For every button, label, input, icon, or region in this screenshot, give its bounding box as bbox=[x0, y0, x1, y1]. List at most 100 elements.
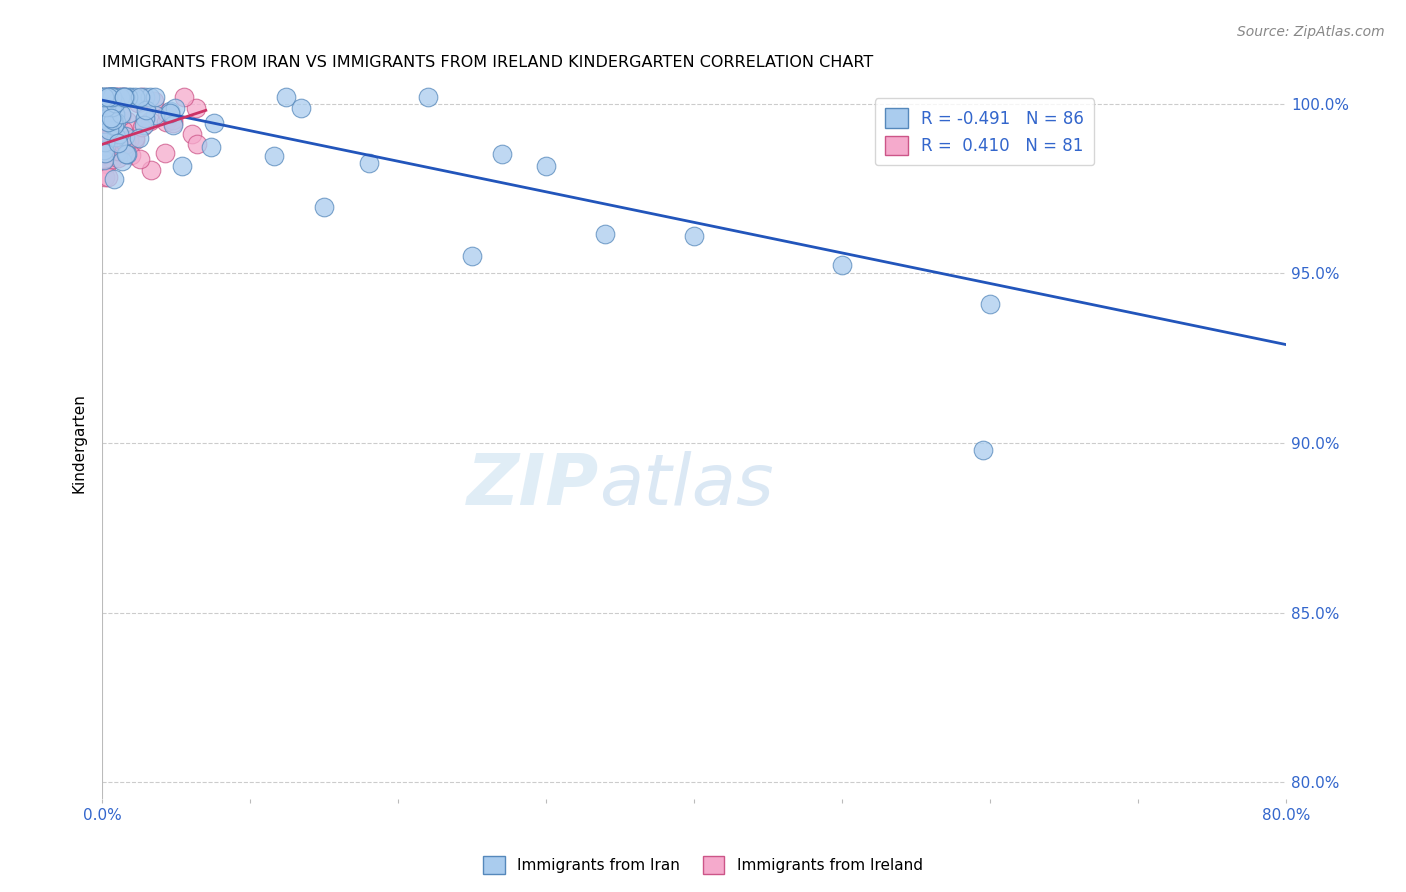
Point bbox=[114, 129, 136, 144]
Point bbox=[103, 119, 125, 133]
Point bbox=[93, 111, 115, 125]
Point bbox=[94, 169, 117, 184]
Point bbox=[104, 127, 127, 141]
Point bbox=[98, 107, 121, 121]
Point bbox=[93, 117, 115, 131]
Point bbox=[96, 156, 118, 170]
Point bbox=[107, 127, 129, 141]
Text: atlas: atlas bbox=[599, 451, 775, 520]
Point bbox=[162, 116, 184, 130]
Point bbox=[94, 148, 117, 162]
Point bbox=[118, 106, 141, 120]
Point bbox=[200, 140, 222, 154]
Point bbox=[135, 103, 157, 117]
Point bbox=[103, 172, 125, 186]
Point bbox=[100, 100, 122, 114]
Point bbox=[131, 89, 153, 103]
Point bbox=[129, 152, 152, 166]
Point bbox=[105, 115, 128, 129]
Point bbox=[94, 133, 117, 147]
Point bbox=[101, 90, 124, 104]
Point bbox=[155, 114, 177, 128]
Point bbox=[115, 114, 138, 128]
Point bbox=[103, 106, 125, 120]
Point bbox=[114, 89, 136, 103]
Point bbox=[112, 135, 135, 149]
Point bbox=[131, 120, 153, 134]
Point bbox=[117, 89, 139, 103]
Point bbox=[100, 152, 122, 166]
Point bbox=[93, 117, 115, 131]
Point bbox=[97, 153, 120, 168]
Point bbox=[104, 130, 127, 145]
Point bbox=[101, 112, 124, 127]
Point bbox=[143, 89, 166, 103]
Point bbox=[98, 95, 121, 110]
Point bbox=[184, 101, 207, 115]
Point bbox=[94, 135, 117, 149]
Point bbox=[111, 133, 134, 147]
Point bbox=[98, 103, 121, 118]
Point bbox=[96, 112, 118, 127]
Point bbox=[595, 227, 617, 241]
Point bbox=[96, 118, 118, 132]
Point bbox=[134, 118, 156, 132]
Point bbox=[186, 136, 208, 151]
Point bbox=[115, 133, 138, 147]
Point bbox=[104, 147, 127, 161]
Point bbox=[96, 121, 118, 136]
Point bbox=[202, 116, 225, 130]
Point bbox=[145, 108, 167, 122]
Point bbox=[972, 442, 994, 457]
Text: Source: ZipAtlas.com: Source: ZipAtlas.com bbox=[1237, 25, 1385, 39]
Point bbox=[93, 147, 115, 161]
Point bbox=[93, 125, 115, 139]
Point bbox=[290, 101, 312, 115]
Point bbox=[100, 126, 122, 140]
Point bbox=[100, 89, 122, 103]
Point bbox=[93, 125, 115, 139]
Point bbox=[276, 89, 298, 103]
Point bbox=[100, 89, 122, 103]
Y-axis label: Kindergarten: Kindergarten bbox=[72, 393, 86, 493]
Point bbox=[94, 128, 117, 142]
Point bbox=[416, 89, 439, 103]
Point bbox=[97, 89, 120, 103]
Point bbox=[100, 138, 122, 153]
Point bbox=[263, 149, 285, 163]
Point bbox=[111, 140, 134, 154]
Point bbox=[165, 101, 187, 115]
Point bbox=[112, 89, 135, 103]
Point bbox=[181, 127, 204, 141]
Point bbox=[93, 89, 115, 103]
Point bbox=[111, 136, 134, 151]
Point bbox=[100, 112, 122, 126]
Point bbox=[104, 89, 127, 103]
Point bbox=[110, 89, 132, 103]
Point bbox=[100, 121, 122, 136]
Point bbox=[101, 89, 124, 103]
Point bbox=[97, 89, 120, 103]
Legend: Immigrants from Iran, Immigrants from Ireland: Immigrants from Iran, Immigrants from Ir… bbox=[478, 850, 928, 880]
Point bbox=[124, 89, 146, 103]
Point bbox=[97, 169, 120, 184]
Point bbox=[100, 126, 122, 140]
Point bbox=[491, 146, 513, 161]
Point bbox=[120, 89, 142, 103]
Point bbox=[115, 146, 138, 161]
Point bbox=[110, 109, 132, 123]
Point bbox=[107, 127, 129, 141]
Point bbox=[159, 104, 181, 119]
Point bbox=[110, 107, 132, 121]
Point bbox=[105, 95, 128, 109]
Point bbox=[105, 126, 128, 140]
Point bbox=[93, 119, 115, 133]
Point bbox=[96, 89, 118, 103]
Point bbox=[93, 126, 115, 140]
Point bbox=[534, 159, 557, 173]
Point bbox=[93, 153, 115, 168]
Point bbox=[94, 146, 117, 161]
Point bbox=[128, 131, 150, 145]
Point bbox=[112, 89, 135, 103]
Text: IMMIGRANTS FROM IRAN VS IMMIGRANTS FROM IRELAND KINDERGARTEN CORRELATION CHART: IMMIGRANTS FROM IRAN VS IMMIGRANTS FROM … bbox=[103, 55, 873, 70]
